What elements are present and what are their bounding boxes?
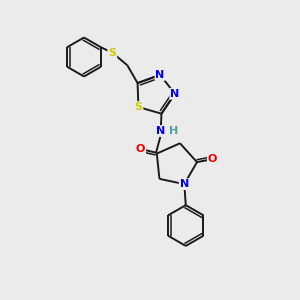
Text: S: S — [108, 48, 116, 58]
Text: S: S — [134, 102, 142, 112]
Text: O: O — [136, 144, 145, 154]
Text: H: H — [169, 126, 178, 136]
Text: N: N — [155, 70, 165, 80]
Text: N: N — [156, 126, 166, 136]
Text: N: N — [170, 89, 179, 99]
Text: N: N — [180, 179, 189, 189]
Text: O: O — [208, 154, 217, 164]
